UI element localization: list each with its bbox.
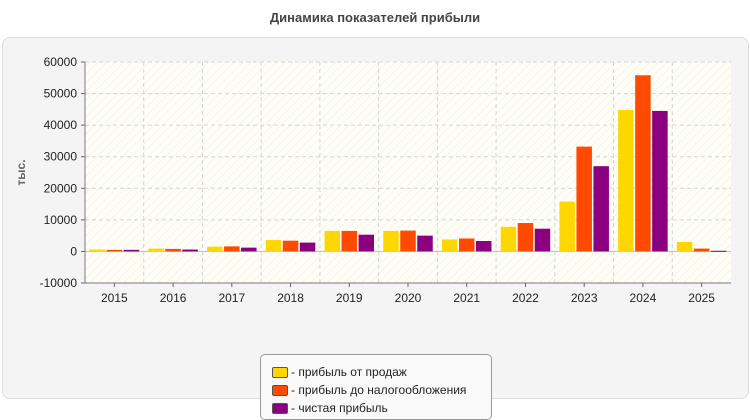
y-tick-label: 40000 (44, 118, 78, 132)
bar (676, 241, 693, 252)
y-tick-label: 10000 (44, 213, 78, 227)
y-tick-label: 20000 (44, 181, 78, 195)
bar (324, 230, 341, 252)
y-tick-label: 0 (70, 244, 77, 258)
bar (576, 146, 592, 252)
bar (299, 242, 316, 252)
bar (207, 246, 223, 252)
bar (241, 247, 257, 252)
x-tick-label: 2022 (512, 291, 539, 305)
legend-label-sales-profit: - прибыль от продаж (291, 365, 407, 379)
y-axis-title: тыс. (14, 159, 28, 185)
bar (341, 230, 358, 252)
bar (693, 248, 710, 252)
bar (148, 248, 164, 252)
y-tick-label: -10000 (40, 276, 78, 290)
bar (710, 250, 727, 252)
x-tick-label: 2020 (395, 291, 422, 305)
x-tick-label: 2019 (336, 291, 363, 305)
bar (106, 249, 123, 252)
x-tick-label: 2021 (453, 291, 480, 305)
bar (441, 239, 458, 252)
legend-swatch-sales-profit (272, 366, 288, 378)
legend-swatch-net-profit (272, 402, 288, 414)
legend-label-pretax-profit: - прибыль до налогообложения (291, 383, 467, 397)
bar (358, 234, 375, 252)
y-tick-label: 60000 (44, 55, 78, 69)
chart-panel: -10000 0 10000 20000 30000 40000 50000 60000 тыс… (2, 37, 749, 420)
x-tick-label: 2025 (688, 291, 715, 305)
y-tick-label: 30000 (44, 150, 78, 164)
bar (400, 230, 416, 252)
chart-title: Динамика показателей прибыли (269, 10, 481, 25)
bar (559, 201, 575, 252)
bar (417, 235, 433, 252)
x-tick-label: 2024 (630, 291, 657, 305)
x-tick-label: 2017 (218, 291, 245, 305)
chart-legend: - прибыль от продаж - прибыль до налогоо… (260, 354, 492, 420)
bar (265, 240, 282, 252)
bar (458, 238, 475, 252)
bar (517, 223, 534, 252)
bar (123, 249, 140, 252)
legend-label-net-profit: - чистая прибыль (291, 401, 388, 415)
bar (475, 241, 492, 252)
y-tick-label: 50000 (44, 87, 78, 101)
legend-item-net-profit: - чистая прибыль (261, 399, 491, 417)
bar (89, 249, 106, 252)
bar (635, 75, 651, 252)
legend-item-sales-profit: - прибыль от продаж (261, 363, 491, 381)
x-tick-label: 2023 (571, 291, 598, 305)
legend-swatch-pretax-profit (272, 384, 288, 396)
bar (182, 249, 198, 252)
bar (224, 246, 240, 252)
bar (534, 228, 551, 252)
bar (282, 240, 299, 252)
legend-item-pretax-profit: - прибыль до налогообложения (261, 381, 491, 399)
bar (652, 110, 668, 252)
bar (383, 230, 399, 252)
bar (593, 166, 609, 252)
bar (500, 226, 517, 252)
x-tick-label: 2018 (277, 291, 304, 305)
x-tick-label: 2015 (101, 291, 128, 305)
x-tick-label: 2016 (160, 291, 187, 305)
bar-chart: -10000 0 10000 20000 30000 40000 50000 60000 тыс… (14, 55, 731, 305)
bar (618, 109, 634, 252)
bar (165, 248, 181, 252)
